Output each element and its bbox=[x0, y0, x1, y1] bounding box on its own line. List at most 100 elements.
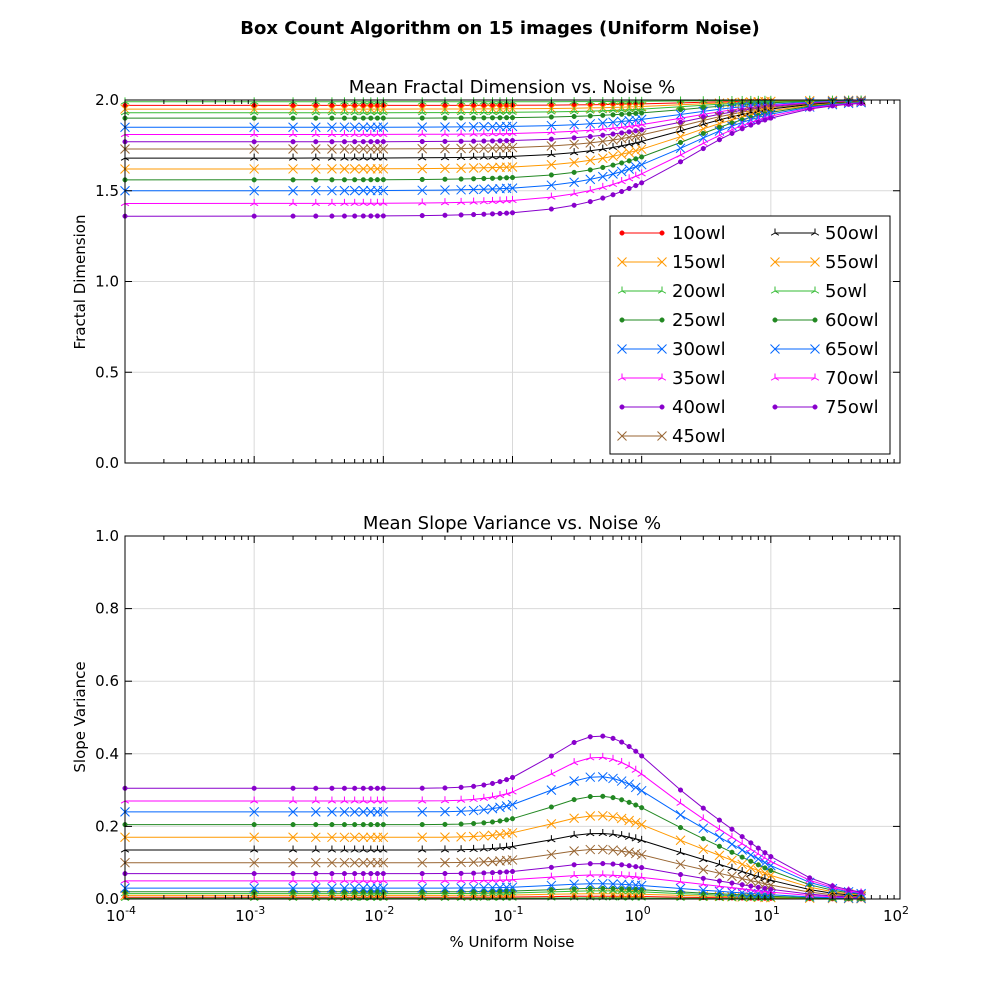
bottom-series-point bbox=[600, 861, 606, 867]
bottom-series-point bbox=[487, 830, 498, 841]
top-series-point bbox=[327, 129, 337, 138]
top-series-point bbox=[739, 126, 745, 132]
bottom-series-point bbox=[488, 792, 497, 800]
top-series-point bbox=[419, 115, 425, 121]
legend-marker bbox=[810, 344, 820, 354]
bottom-series-point bbox=[745, 875, 756, 886]
bottom-series-point bbox=[585, 878, 596, 889]
top-series-point bbox=[548, 114, 554, 120]
top-series-point bbox=[569, 119, 579, 130]
bottom-series-point bbox=[250, 796, 259, 804]
bottom-series-point bbox=[698, 864, 709, 875]
top-series-point bbox=[597, 171, 608, 182]
top-series-point bbox=[626, 129, 632, 135]
bottom-series-point bbox=[249, 857, 260, 868]
bottom-series-point bbox=[616, 813, 627, 824]
top-series-point bbox=[339, 185, 350, 196]
bottom-series-point bbox=[507, 827, 518, 838]
top-series-point bbox=[610, 112, 616, 118]
top-series-point bbox=[700, 146, 706, 152]
legend-marker bbox=[619, 404, 625, 410]
bottom-series-point bbox=[699, 814, 708, 822]
bottom-chart-ytick-label: 0.0 bbox=[95, 890, 119, 908]
bottom-series-point bbox=[378, 883, 389, 893]
bottom-series-point bbox=[608, 811, 618, 822]
top-series-point bbox=[251, 139, 257, 145]
bottom-series-point bbox=[341, 871, 348, 877]
top-series-point bbox=[586, 125, 595, 133]
top-series-point bbox=[440, 122, 450, 132]
top-chart-title: Mean Fractal Dimension vs. Noise % bbox=[349, 77, 676, 98]
bottom-series-point bbox=[360, 871, 366, 877]
bottom-series-point bbox=[739, 834, 745, 840]
top-chart-ytick-label: 0.5 bbox=[95, 363, 119, 381]
bottom-series-point bbox=[698, 844, 709, 855]
top-series-point bbox=[633, 156, 639, 162]
top-series-point bbox=[600, 164, 606, 170]
top-series-point bbox=[478, 184, 489, 195]
top-series-point bbox=[700, 105, 706, 111]
bottom-series-point bbox=[251, 785, 257, 791]
top-series-point bbox=[636, 114, 647, 125]
bottom-series-point bbox=[311, 845, 320, 853]
top-series-point bbox=[478, 143, 489, 154]
top-series-point bbox=[456, 129, 466, 137]
bottom-series-point bbox=[471, 783, 477, 789]
top-series-point bbox=[471, 212, 477, 218]
bottom-series-point bbox=[478, 857, 489, 867]
legend-label: 60owl bbox=[825, 310, 879, 331]
bottom-series-point bbox=[569, 813, 579, 824]
legend-entry-15owl: 15owl bbox=[617, 252, 726, 273]
bottom-series-point bbox=[624, 832, 634, 840]
bottom-series-point bbox=[508, 787, 517, 795]
bottom-series-point bbox=[380, 871, 386, 877]
top-series-point bbox=[608, 179, 618, 188]
bottom-series-point bbox=[677, 825, 684, 831]
top-series-point bbox=[469, 108, 478, 116]
bottom-series-point bbox=[489, 780, 496, 787]
top-series-point bbox=[715, 130, 724, 139]
legend-entry-45owl: 45owl bbox=[617, 426, 726, 447]
top-series-point bbox=[624, 164, 635, 174]
bottom-series-point bbox=[456, 845, 466, 853]
bottom-series-point bbox=[714, 868, 725, 879]
bottom-series-point bbox=[631, 834, 640, 842]
top-series-point bbox=[488, 129, 497, 137]
bottom-series-point bbox=[507, 855, 518, 865]
bottom-series-point bbox=[380, 785, 386, 791]
top-series-point bbox=[546, 180, 557, 191]
bottom-series-point bbox=[729, 849, 735, 855]
bottom-series-point bbox=[479, 844, 489, 852]
bottom-series-point bbox=[378, 857, 389, 868]
bottom-series-point bbox=[753, 865, 764, 876]
legend-label: 35owl bbox=[672, 368, 726, 389]
bottom-series-point bbox=[738, 839, 747, 847]
bottom-series-point bbox=[633, 864, 639, 870]
top-series-point bbox=[677, 139, 684, 146]
legend-label: 40owl bbox=[672, 397, 726, 418]
top-series-point bbox=[359, 129, 368, 138]
top-series-point bbox=[442, 212, 448, 218]
top-series-point bbox=[327, 185, 337, 196]
bottom-series-point bbox=[633, 748, 639, 754]
top-series-point bbox=[250, 108, 259, 116]
bottom-series-point bbox=[677, 787, 684, 793]
bottom-series-point bbox=[329, 822, 335, 828]
top-series-point bbox=[547, 127, 556, 136]
bottom-series-point bbox=[639, 753, 645, 759]
bottom-series-point bbox=[630, 817, 641, 828]
bottom-series-point bbox=[507, 882, 518, 893]
bottom-series-point bbox=[827, 883, 838, 894]
bottom-series-point bbox=[456, 883, 466, 893]
bottom-series-point bbox=[313, 785, 319, 791]
bottom-series-point bbox=[600, 793, 606, 799]
top-series-point bbox=[368, 213, 374, 219]
bottom-series-point bbox=[569, 776, 579, 786]
bottom-chart-ytick-label: 1.0 bbox=[95, 527, 119, 545]
top-series-point bbox=[379, 198, 388, 206]
top-series-point bbox=[677, 159, 684, 165]
legend-entry-55owl: 55owl bbox=[770, 252, 879, 273]
bottom-series-point bbox=[762, 865, 768, 871]
bottom-series-point bbox=[469, 876, 478, 884]
